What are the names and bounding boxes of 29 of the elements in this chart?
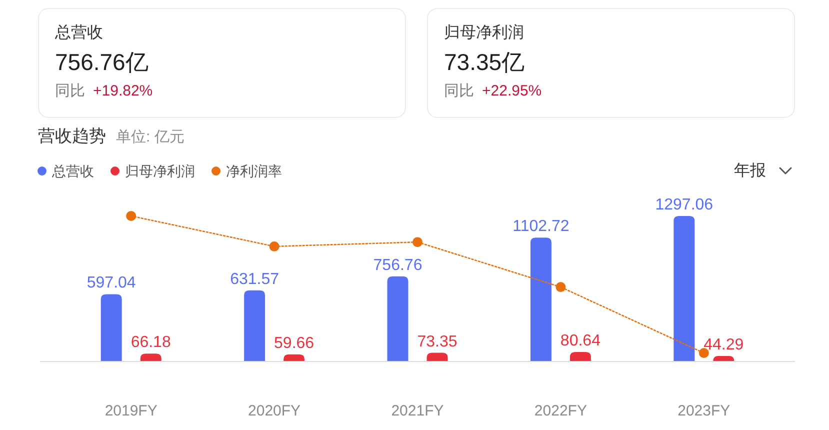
data-label: 80.64 <box>560 332 600 350</box>
legend-label: 归母净利润 <box>125 163 195 179</box>
card-title: 归母净利润 <box>444 24 524 42</box>
card-value: 73.35亿 <box>444 49 525 75</box>
data-label: 631.57 <box>230 270 280 288</box>
x-tick-label: 2019FY <box>104 402 158 420</box>
title: 营收趋势 <box>38 126 106 146</box>
card-label: 同比 <box>444 82 474 100</box>
data-label: 59.66 <box>274 334 314 352</box>
card-label: 同比 <box>55 82 85 100</box>
card-value: 756.76亿 <box>55 49 148 75</box>
data-label: 1297.06 <box>655 196 714 214</box>
x-tick-label: 2020FY <box>248 402 301 420</box>
data-label: 756.76 <box>373 256 422 274</box>
x-tick-label: 2022FY <box>534 402 587 420</box>
subtitle: 单位: 亿元 <box>116 128 184 146</box>
legend-label: 净利润率 <box>226 163 282 179</box>
dropdown-label: 年报 <box>734 162 766 180</box>
x-tick-label: 2023FY <box>678 402 730 420</box>
data-label: 1102.72 <box>512 218 570 236</box>
data-label: 597.04 <box>86 274 136 292</box>
data-label: 44.29 <box>704 336 744 354</box>
card-title: 总营收 <box>55 24 103 42</box>
card-change: +22.95% <box>482 82 542 100</box>
data-label: 66.18 <box>130 334 171 352</box>
legend-label: 总营收 <box>52 163 94 179</box>
x-tick-label: 2021FY <box>391 402 444 420</box>
card-change: +19.82% <box>93 82 153 100</box>
data-label: 73.35 <box>417 333 458 350</box>
